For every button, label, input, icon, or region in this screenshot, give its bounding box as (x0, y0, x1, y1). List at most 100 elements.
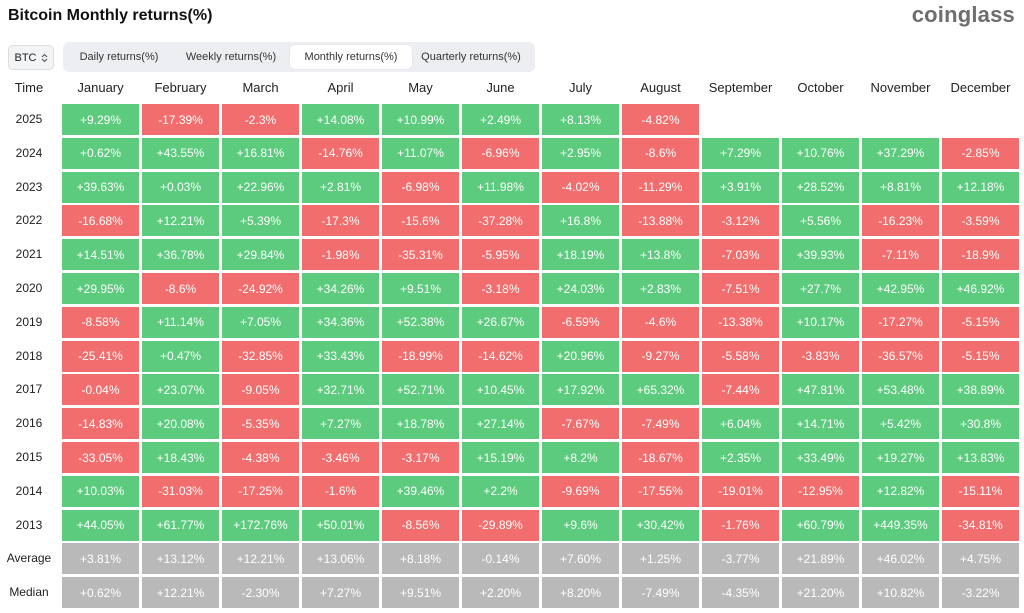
return-cell: +2.83% (622, 273, 699, 304)
return-cell: -6.96% (462, 137, 539, 169)
return-cell: +9.51% (382, 273, 459, 304)
return-cell: -8.6% (142, 273, 219, 304)
return-cell: +52.38% (382, 306, 459, 338)
month-header: November (870, 80, 931, 95)
return-cell: +5.56% (782, 205, 859, 237)
return-cell: -7.49% (622, 408, 699, 440)
year-label: 2021 (15, 247, 43, 262)
return-cell: -32.85% (222, 340, 299, 372)
return-cell: -33.05% (62, 442, 139, 473)
return-cell: +32.71% (302, 374, 379, 406)
return-cell: -7.11% (862, 239, 939, 271)
return-cell: -16.23% (862, 205, 939, 237)
symbol-select[interactable]: BTC (8, 45, 54, 70)
return-cell: -1.6% (302, 475, 379, 507)
return-cell: -4.82% (622, 104, 699, 135)
summary-cell: -3.22% (942, 577, 1019, 609)
summary-row-label: Average (6, 551, 52, 566)
summary-cell: +13.12% (142, 543, 219, 575)
return-cell: -14.83% (62, 408, 139, 440)
return-cell: -5.15% (942, 340, 1019, 372)
return-cell: +0.47% (142, 340, 219, 372)
year-label: 2016 (15, 416, 43, 431)
tab-daily-returns[interactable]: Daily returns(%) (79, 51, 159, 63)
return-cell: +5.42% (862, 408, 939, 440)
return-cell: +5.39% (222, 205, 299, 237)
return-cell: +0.03% (142, 171, 219, 203)
return-cell: +30.8% (942, 408, 1019, 440)
tab-monthly-returns[interactable]: Monthly returns(%) (290, 45, 412, 69)
return-cell: +23.07% (142, 374, 219, 406)
summary-cell: -4.35% (702, 577, 779, 609)
return-cell: -37.28% (462, 205, 539, 237)
return-cell: +34.36% (302, 306, 379, 338)
summary-row-label: Median (9, 585, 49, 600)
summary-cell: +46.02% (862, 543, 939, 575)
return-cell: -17.39% (142, 104, 219, 135)
summary-cell: +9.51% (382, 577, 459, 609)
return-cell: -1.98% (302, 239, 379, 271)
return-cell: +61.77% (142, 509, 219, 541)
return-cell: +8.13% (542, 104, 619, 135)
month-header: August (640, 80, 681, 95)
return-cell: -31.03% (142, 475, 219, 507)
return-cell: -4.02% (542, 171, 619, 203)
return-cell: -18.9% (942, 239, 1019, 271)
month-header: January (77, 80, 124, 95)
year-label: 2015 (15, 450, 43, 464)
return-cell: -3.46% (302, 442, 379, 473)
return-cell: -6.59% (542, 306, 619, 338)
tab-weekly-returns[interactable]: Weekly returns(%) (185, 51, 277, 63)
returns-period-tabs: Daily returns(%) Weekly returns(%) Month… (63, 42, 535, 72)
return-cell: -6.98% (382, 171, 459, 203)
return-cell: -9.05% (222, 374, 299, 406)
return-cell: +9.6% (542, 509, 619, 541)
return-cell: -24.92% (222, 273, 299, 304)
return-cell: +18.43% (142, 442, 219, 473)
symbol-select-value: BTC (14, 51, 37, 64)
return-cell: +2.95% (542, 137, 619, 169)
year-label: 2020 (15, 281, 43, 295)
return-cell: -7.03% (702, 239, 779, 271)
year-label: 2025 (15, 112, 43, 126)
return-cell: +2.49% (462, 104, 539, 135)
return-cell: -1.76% (702, 509, 779, 541)
return-cell: +33.43% (302, 340, 379, 372)
return-cell: -17.3% (302, 205, 379, 237)
return-cell: -3.18% (462, 273, 539, 304)
summary-cell: +10.82% (862, 577, 939, 609)
return-cell: +172.76% (222, 509, 299, 541)
summary-cell: -2.30% (222, 577, 299, 609)
return-cell: +7.29% (702, 137, 779, 169)
return-cell: -15.11% (942, 475, 1019, 507)
return-cell: -7.51% (702, 273, 779, 304)
return-cell: -0.04% (62, 374, 139, 406)
return-cell: +29.95% (62, 273, 139, 304)
return-cell: +26.67% (462, 306, 539, 338)
return-cell: +3.91% (702, 171, 779, 203)
summary-cell: -3.77% (702, 543, 779, 575)
return-cell: +44.05% (62, 509, 139, 541)
return-cell: +8.81% (862, 171, 939, 203)
coinglass-logo: coinglass (911, 2, 1015, 27)
return-cell: +2.35% (702, 442, 779, 473)
return-cell: +18.78% (382, 408, 459, 440)
return-cell: +12.18% (942, 171, 1019, 203)
return-cell: -9.69% (542, 475, 619, 507)
return-cell: +52.71% (382, 374, 459, 406)
summary-cell: +12.21% (142, 577, 219, 609)
return-cell: +0.62% (62, 137, 139, 169)
return-cell: -34.81% (942, 509, 1019, 541)
return-cell: +11.98% (462, 171, 539, 203)
return-cell: +13.83% (942, 442, 1019, 473)
return-cell: +20.96% (542, 340, 619, 372)
summary-cell: +7.60% (542, 543, 619, 575)
return-cell: -25.41% (62, 340, 139, 372)
return-cell: -2.3% (222, 104, 299, 135)
return-cell: +33.49% (782, 442, 859, 473)
return-cell: +20.08% (142, 408, 219, 440)
tab-quarterly-returns[interactable]: Quarterly returns(%) (421, 51, 521, 63)
month-header: October (797, 80, 844, 95)
return-cell: +27.14% (462, 408, 539, 440)
month-header: February (154, 80, 207, 95)
